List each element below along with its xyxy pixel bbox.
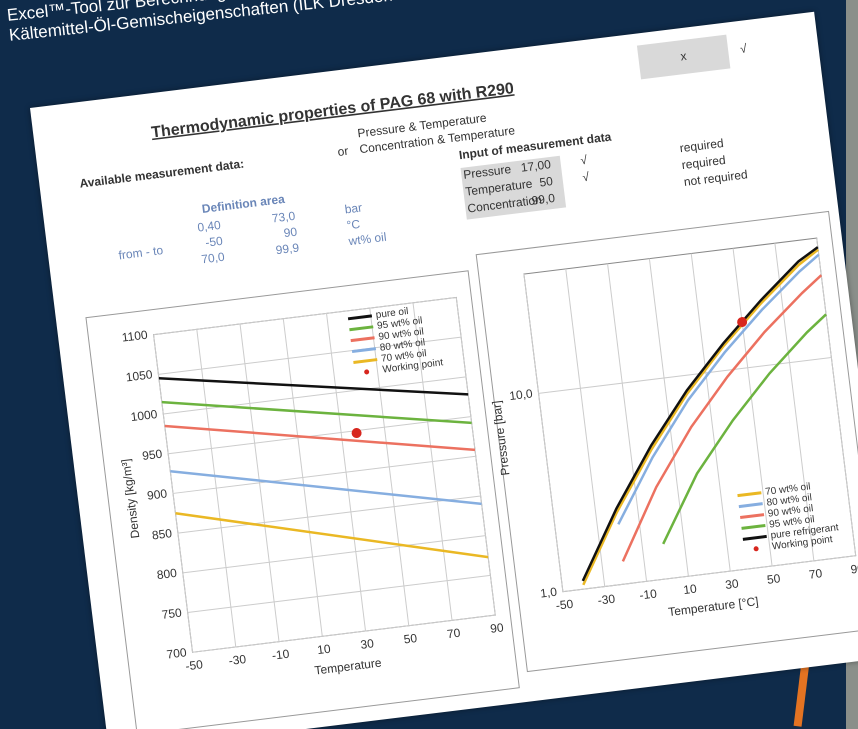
input-cell: 99,0 — [531, 191, 556, 208]
working-point — [351, 427, 362, 438]
from-to: from - to — [118, 243, 164, 262]
definition-cell: wt% oil — [347, 230, 387, 249]
y-tick-label: 900 — [146, 486, 168, 502]
y-tick-label: 10,0 — [508, 386, 533, 403]
legend-swatch — [348, 316, 372, 319]
x-axis-label: Temperature — [314, 655, 383, 677]
x-tick-label: 90 — [489, 620, 504, 636]
y-tick-label: 750 — [161, 605, 183, 621]
y-tick-label: 950 — [141, 447, 163, 463]
definition-cell: 0,40 — [197, 218, 222, 235]
grid-line — [283, 319, 322, 637]
grid-line — [188, 575, 491, 612]
panel — [476, 211, 858, 671]
x-tick-label: 30 — [360, 636, 375, 652]
legend-swatch — [753, 546, 759, 552]
legend-swatch — [349, 327, 373, 330]
x-tick-label: 70 — [446, 626, 461, 642]
page: Excel™-Tool zur Berechnung von thermodyn… — [0, 0, 858, 729]
y-tick-label: 1000 — [130, 407, 159, 424]
x-tick-label: -10 — [271, 647, 290, 663]
grid-line — [168, 417, 471, 454]
definition-cell: 99,9 — [275, 240, 300, 257]
x-tick-label: -50 — [555, 597, 574, 613]
x-axis-label: Temperature [°C] — [667, 594, 759, 619]
x-tick-label: 30 — [724, 576, 739, 592]
sheet-content: Thermodynamic properties of PAG 68 with … — [30, 12, 858, 729]
grid-line — [163, 377, 466, 414]
sheet: Thermodynamic properties of PAG 68 with … — [30, 12, 858, 729]
grid-line — [524, 274, 563, 592]
selector-check: √ — [739, 41, 748, 56]
grid-line — [178, 496, 481, 533]
x-tick-label: 10 — [316, 642, 331, 658]
y-tick-label: 800 — [156, 566, 178, 582]
legend-swatch — [351, 338, 375, 341]
legend-swatch — [742, 525, 766, 528]
y-tick-label: 1050 — [125, 367, 154, 384]
definition-cell: -50 — [205, 234, 224, 250]
definition-cell: 70,0 — [201, 250, 226, 267]
grid-line — [183, 536, 486, 573]
legend-swatch — [743, 536, 767, 539]
definition-cell: 90 — [283, 225, 298, 241]
x-tick-label: 70 — [808, 566, 823, 582]
legend-swatch — [364, 369, 370, 375]
grid-line — [566, 269, 605, 587]
x-tick-label: 10 — [683, 582, 698, 598]
or-label: or — [337, 144, 349, 159]
grid-line — [608, 264, 647, 582]
x-tick-label: -30 — [597, 592, 616, 608]
input-cell: required — [681, 153, 726, 172]
x-tick-label: 90 — [850, 561, 858, 577]
available-label: Available measurement data: — [79, 157, 245, 191]
definition-cell: 73,0 — [271, 209, 296, 226]
series-line — [165, 389, 475, 487]
legend-swatch — [352, 349, 376, 352]
grid-line — [197, 329, 236, 647]
definition-cell: bar — [344, 201, 363, 217]
input-cell: 50 — [539, 174, 554, 190]
caption: Excel™-Tool zur Berechnung von thermodyn… — [6, 0, 495, 46]
y-tick-label: 850 — [151, 526, 173, 542]
legend-swatch — [740, 515, 764, 518]
legend-swatch — [739, 504, 763, 507]
grid-line — [691, 254, 730, 572]
y-tick-label: 1100 — [121, 328, 149, 345]
grid-line — [539, 357, 832, 393]
x-tick-label: 50 — [403, 631, 418, 647]
definition-cell: °C — [346, 217, 361, 233]
y-axis-label: Pressure [bar] — [489, 400, 512, 477]
x-tick-label: -50 — [185, 657, 204, 673]
input-cell: √ — [582, 170, 591, 185]
y-axis-label: Density [kg/m³] — [119, 458, 143, 539]
grid-line — [456, 297, 495, 615]
x-tick-label: -10 — [639, 586, 658, 602]
input-cell: √ — [580, 153, 589, 168]
input-cell: required — [679, 136, 724, 155]
legend-swatch — [353, 360, 377, 363]
legend-swatch — [738, 493, 762, 496]
x-tick-label: 50 — [766, 571, 781, 587]
x-tick-label: -30 — [228, 652, 247, 668]
